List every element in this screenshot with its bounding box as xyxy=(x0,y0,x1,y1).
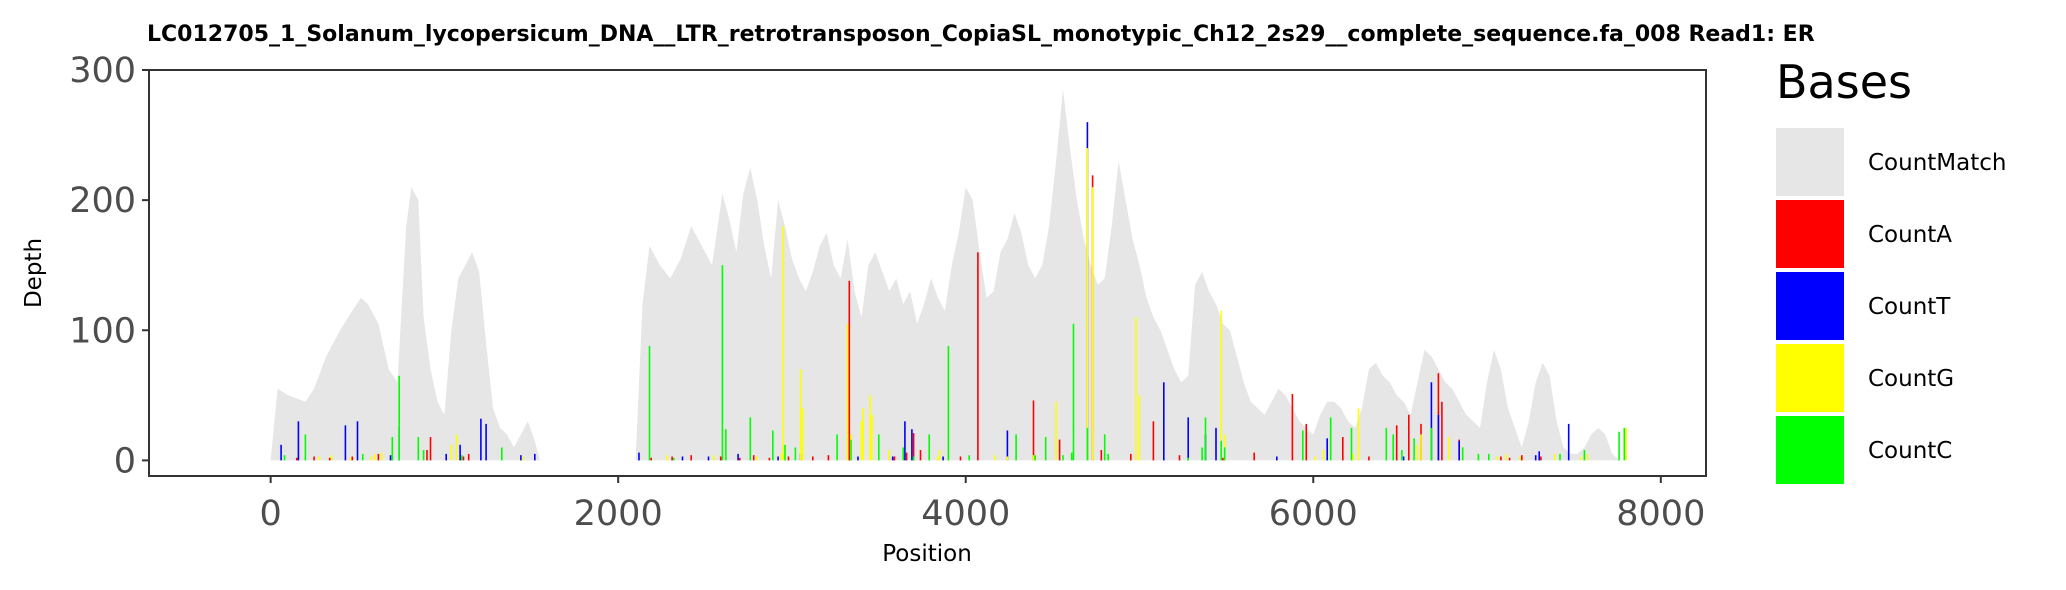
legend-swatch-countmatch xyxy=(1776,128,1844,196)
plot-panel-border xyxy=(148,69,1707,477)
legend-title: Bases xyxy=(1776,55,1912,109)
x-tick-label: 4000 xyxy=(921,494,1010,534)
legend-swatch-countc xyxy=(1776,416,1844,484)
legend-swatch-counta xyxy=(1776,200,1844,268)
mismatch-bars-layer xyxy=(280,122,1627,461)
legend-label-countc: CountC xyxy=(1868,438,1952,464)
coverage-area-1 xyxy=(270,187,540,461)
chart-title: LC012705_1_Solanum_lycopersicum_DNA__LTR… xyxy=(147,22,1815,47)
coverage-area-2 xyxy=(635,89,1637,461)
y-tick-label: 100 xyxy=(69,311,136,351)
x-tick-label: 2000 xyxy=(574,494,663,534)
legend: Bases CountMatch CountA CountT CountG CountC xyxy=(1776,55,2006,484)
legend-label-counta: CountA xyxy=(1868,222,1952,248)
coverage-area-layer xyxy=(270,89,1637,461)
legend-swatch-countg xyxy=(1776,344,1844,412)
x-axis-title: Position xyxy=(882,541,972,567)
y-tick-label: 300 xyxy=(69,51,136,91)
legend-swatch-countt xyxy=(1776,272,1844,340)
x-tick-label: 6000 xyxy=(1269,494,1358,534)
y-tick-label: 200 xyxy=(69,181,136,221)
y-axis: 0 100 200 300 xyxy=(69,51,149,481)
x-tick-label: 8000 xyxy=(1616,494,1705,534)
y-tick-label: 0 xyxy=(114,441,136,481)
legend-label-countt: CountT xyxy=(1868,294,1951,320)
y-axis-title: Depth xyxy=(21,238,47,308)
legend-label-countg: CountG xyxy=(1868,366,1954,392)
x-tick-label: 0 xyxy=(260,494,282,534)
legend-label-countmatch: CountMatch xyxy=(1868,150,2006,176)
x-axis: 0 2000 4000 6000 8000 xyxy=(260,476,1705,534)
